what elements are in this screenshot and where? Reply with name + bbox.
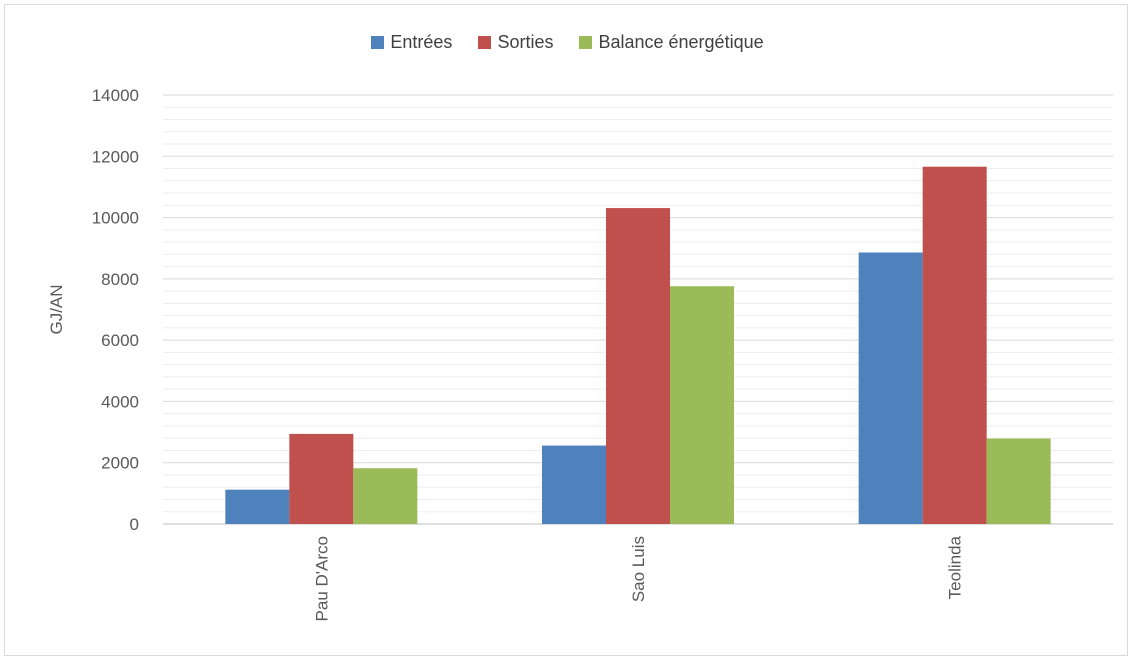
bar-sorties-1	[606, 208, 670, 524]
legend-swatch-balance	[579, 36, 593, 49]
x-tick-label: Teolinda	[946, 535, 965, 599]
y-tick-label: 12000	[92, 147, 139, 166]
bar-balance-nerg-tique-1	[670, 286, 734, 524]
x-tick-label: Sao Luis	[629, 536, 648, 602]
y-tick-label: 8000	[101, 270, 139, 289]
bar-sorties-2	[922, 166, 987, 524]
legend-item-entrees: Entrées	[371, 32, 452, 53]
y-tick-label: 2000	[101, 454, 139, 473]
bar-sorties-0	[289, 433, 354, 524]
y-axis-title: GJ/AN	[47, 284, 66, 334]
bar-balance-nerg-tique-0	[353, 468, 418, 524]
y-tick-label: 10000	[92, 209, 139, 228]
legend-swatch-sorties	[478, 36, 492, 49]
bar-entr-es-1	[542, 445, 606, 524]
x-tick-label: Pau D'Arco	[312, 536, 331, 621]
legend-item-balance: Balance énergétique	[579, 32, 764, 53]
bar-balance-nerg-tique-2	[986, 438, 1051, 524]
legend-item-sorties: Sorties	[478, 32, 553, 53]
chart-legend: Entrées Sorties Balance énergétique	[0, 32, 1135, 53]
legend-label-balance: Balance énergétique	[598, 32, 764, 52]
legend-label-entrees: Entrées	[390, 32, 453, 52]
y-tick-label: 4000	[101, 392, 139, 411]
bar-entr-es-2	[858, 252, 923, 525]
y-tick-label: 14000	[92, 86, 139, 105]
legend-label-sorties: Sorties	[497, 32, 554, 52]
legend-swatch-entrees	[371, 36, 385, 49]
bar-entr-es-0	[225, 489, 290, 524]
y-tick-label: 0	[130, 515, 139, 534]
y-tick-label: 6000	[101, 331, 139, 350]
